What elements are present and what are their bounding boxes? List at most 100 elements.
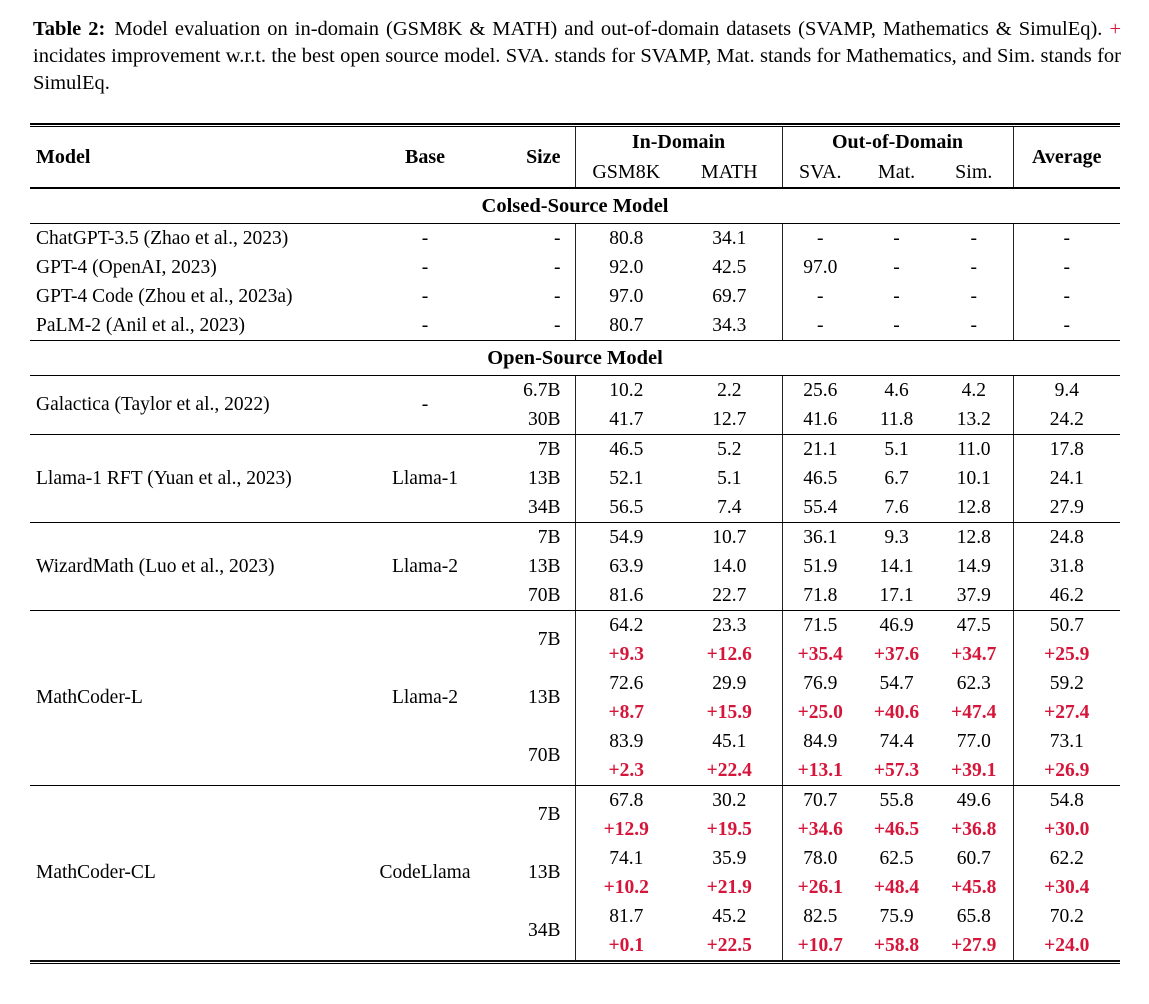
section-row: Colsed-Source Model — [30, 188, 1121, 224]
metric-value: 50.7 — [1012, 610, 1121, 640]
caption-text-before-plus: Model evaluation on in-domain (GSM8K & M… — [114, 18, 1110, 40]
table-row: 13B 63.9 14.0 51.9 14.1 14.9 31.8 — [30, 552, 1121, 581]
metric-value: 47.5 — [956, 614, 991, 636]
metric-value: - — [1012, 311, 1121, 341]
delta-value: +58.8 — [873, 934, 920, 956]
delta-value: +15.9 — [706, 701, 752, 723]
metric-value: 34.1 — [712, 227, 747, 249]
delta-value: +25.9 — [1012, 640, 1121, 669]
metric-value: 41.6 — [781, 405, 859, 435]
metric-value: 22.7 — [677, 581, 783, 611]
delta-value: +46.5 — [873, 818, 920, 840]
metric-value: 51.9 — [781, 552, 859, 581]
header-mat: Mat. — [858, 157, 936, 189]
header-sim: Sim. — [935, 157, 1014, 189]
metric-value: - — [781, 311, 859, 341]
delta-value: +10.7 — [781, 931, 859, 960]
base-name: - — [421, 227, 429, 249]
size-value: 7B — [537, 629, 561, 650]
model-name: MathCoder-CL — [36, 862, 156, 883]
delta-value: +30.0 — [1012, 815, 1121, 844]
delta-value: +26.1 — [781, 873, 859, 902]
metric-value: 72.6 — [574, 669, 677, 698]
metric-value: 5.2 — [717, 438, 742, 460]
header-row-top: Model Base Size In-Domain Out-of-Domain … — [30, 127, 1121, 189]
size-value: 13B — [527, 687, 561, 708]
metric-value: 74.4 — [879, 730, 914, 752]
header-gsm8k: GSM8K — [574, 157, 677, 189]
base-name: Llama-1 — [370, 434, 480, 523]
delta-value: +27.4 — [1012, 698, 1121, 727]
metric-value: 83.9 — [574, 727, 677, 756]
delta-value: +2.3 — [574, 756, 677, 786]
bottom-double-rule — [30, 960, 1120, 964]
table-row: WizardMath (Luo et al., 2023) Llama-2 7B 54… — [30, 522, 1121, 611]
base-name: - — [370, 311, 480, 341]
delta-value: +12.9 — [574, 815, 677, 844]
delta-value: +9.3 — [574, 640, 677, 669]
metric-value: 12.8 — [956, 526, 991, 548]
delta-value: +40.6 — [873, 701, 920, 723]
delta-value: +25.0 — [781, 698, 859, 727]
metric-value: - — [781, 282, 859, 311]
metric-value: 46.5 — [781, 464, 859, 493]
delta-value: +19.5 — [706, 818, 752, 840]
caption-plus-symbol: + — [1109, 18, 1121, 40]
table-row: PaLM-2 (Anil et al., 2023) - -80.7 34.3- - - - — [30, 311, 1121, 341]
table-row: Llama-1 RFT (Yuan et al., 2023) Llama-1 7B… — [30, 434, 1121, 523]
metric-value: 67.8 — [574, 785, 677, 815]
metric-value: 37.9 — [935, 581, 1014, 611]
metric-value: 82.5 — [781, 902, 859, 931]
metric-value: - — [1012, 223, 1121, 253]
section-title: Open-Source Model — [30, 340, 1121, 376]
header-model: Model — [30, 127, 370, 189]
size-value: 13B — [527, 467, 561, 489]
metric-value: 74.1 — [574, 844, 677, 873]
table-row-delta: +10.2 +21.9 +26.1 +48.4 +45.8 +30.4 — [30, 873, 1121, 902]
size-value: 7B — [537, 804, 561, 825]
size-value: - — [554, 256, 561, 278]
header-average: Average — [1012, 127, 1121, 189]
table-row: ChatGPT-3.5 (Zhao et al., 2023) - -80.8 34.… — [30, 223, 1121, 253]
metric-value: 14.1 — [879, 555, 914, 577]
size-value: 70B — [480, 727, 575, 786]
metric-value: 65.8 — [956, 905, 991, 927]
metric-value: 7.4 — [677, 493, 783, 523]
table-row: 34B 81.7 45.2 82.5 75.9 65.8 70.2 — [30, 902, 1121, 941]
metric-value: 2.2 — [717, 379, 742, 401]
metric-value: 54.9 — [574, 522, 677, 552]
size-value: 7B — [537, 526, 561, 548]
table-row: 13B 72.6 29.9 76.9 54.7 62.3 59.2 — [30, 669, 1121, 708]
metric-value: 97.0 — [574, 282, 677, 311]
metric-value: 81.7 — [574, 902, 677, 931]
metric-value: 75.9 — [879, 905, 914, 927]
delta-value: +34.7 — [951, 643, 997, 665]
table-row: 70B 83.9 45.1 84.9 74.4 77.0 73.1 — [30, 727, 1121, 786]
header-base: Base — [370, 127, 480, 189]
metric-value: 17.8 — [1012, 434, 1121, 464]
base-name: - — [421, 256, 429, 278]
metric-value: 13.2 — [935, 405, 1014, 435]
table-caption: Table 2: Model evaluation on in-domain (G… — [33, 16, 1121, 97]
delta-value: +8.7 — [574, 698, 677, 727]
metric-value: 71.5 — [781, 610, 859, 640]
delta-value: +22.5 — [706, 934, 752, 956]
delta-value: +45.8 — [951, 876, 997, 898]
delta-value: +37.6 — [873, 643, 920, 665]
table-header: Model Base Size In-Domain Out-of-Domain … — [30, 127, 1121, 189]
metric-value: - — [970, 285, 978, 307]
metric-value: 30.2 — [712, 789, 747, 811]
model-name: MathCoder-L — [30, 610, 370, 786]
caption-text-after-plus: incidates improvement w.r.t. the best op… — [33, 45, 1121, 94]
header-size: Size — [480, 127, 575, 189]
metric-value: 24.2 — [1012, 405, 1121, 435]
metric-value: 46.9 — [879, 614, 914, 636]
delta-value: +47.4 — [951, 701, 997, 723]
delta-value: +12.6 — [706, 643, 752, 665]
metric-value: 56.5 — [574, 493, 677, 523]
metric-value: 7.6 — [858, 493, 936, 523]
metric-value: 59.2 — [1012, 669, 1121, 698]
metric-value: 62.5 — [879, 847, 914, 869]
metric-value: 73.1 — [1012, 727, 1121, 756]
top-double-rule — [30, 123, 1120, 127]
